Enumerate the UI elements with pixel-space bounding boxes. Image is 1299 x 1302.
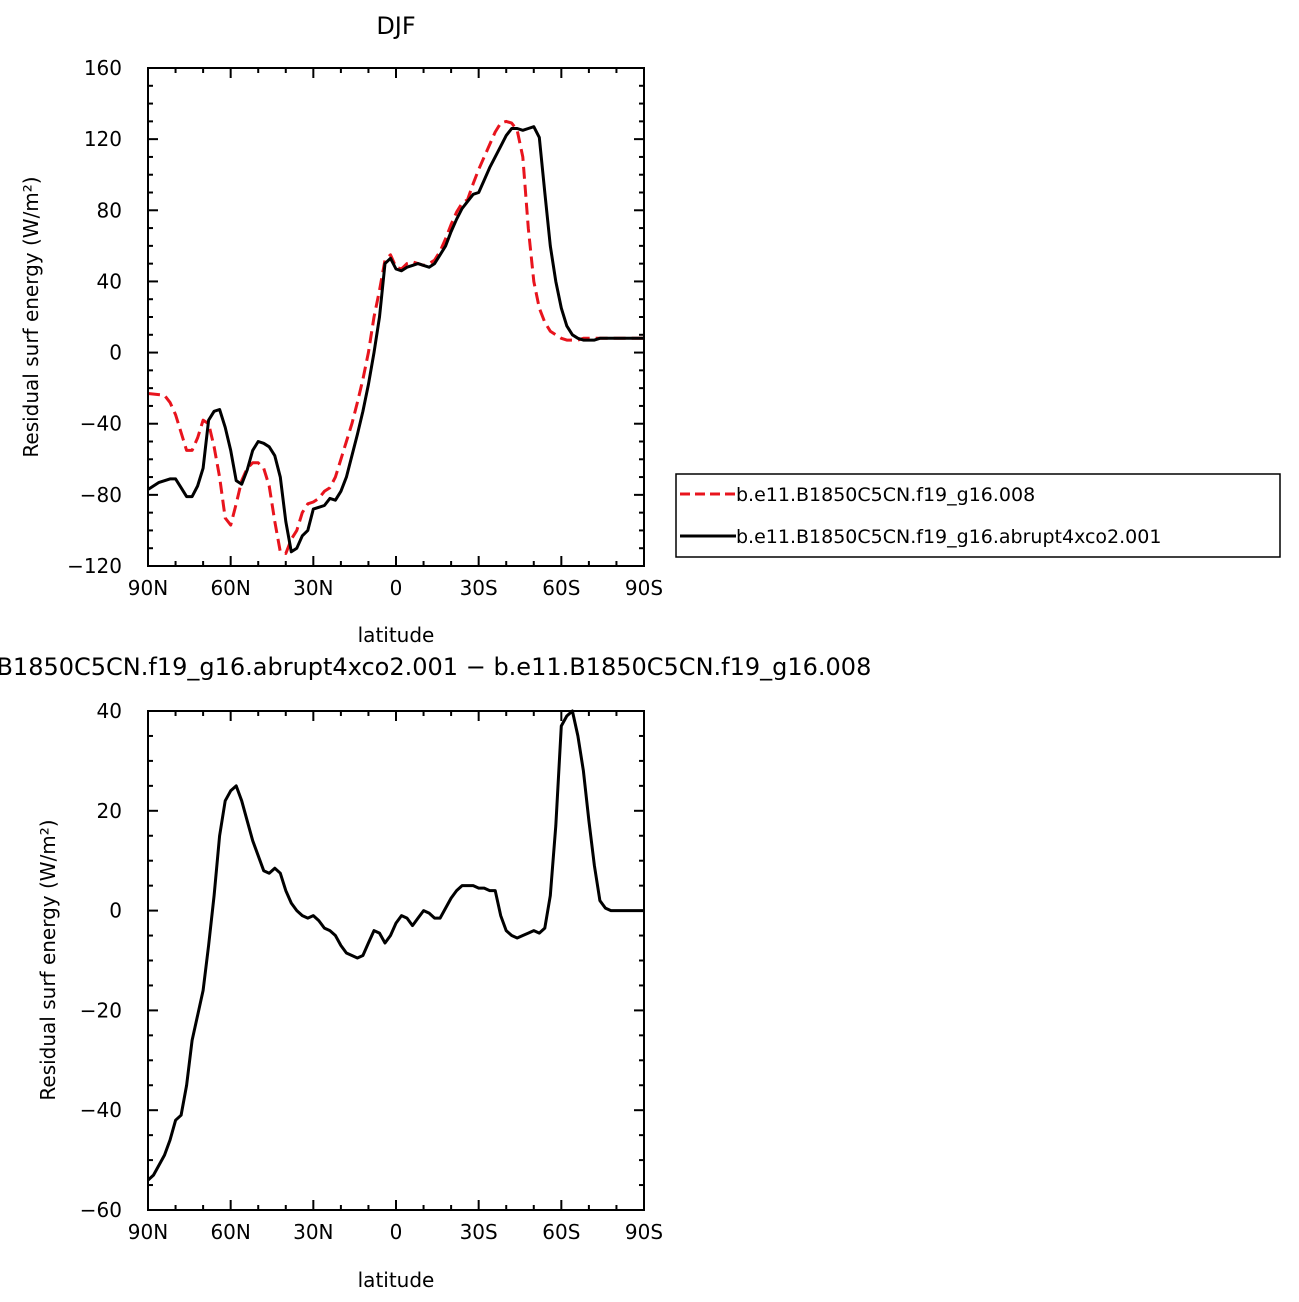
y-tick-label: −60 [80, 1198, 122, 1222]
y-tick-label: −40 [80, 1098, 122, 1122]
y-tick-label: 120 [84, 127, 122, 151]
y-axis-label: Residual surf energy (W/m²) [19, 176, 43, 457]
series-line-a [146, 709, 644, 1182]
legend-entry-control: b.e11.B1850C5CN.f19_g16.008 [736, 484, 1035, 506]
axes-layer: 90N 60N 30N 0 30S 60S 90S −120 −80 −40 0 40 80 120 160 [67, 56, 663, 600]
y-tick-label: −20 [80, 998, 122, 1022]
series-layer [147, 119, 644, 555]
x-tick-label: 0 [390, 576, 403, 600]
panel-difference: b.e11.B1850C5CN.f19_g16.abrupt4xco2.001 … [0, 653, 871, 1292]
y-tick-label: −40 [80, 412, 122, 436]
x-tick-label: 30S [460, 576, 498, 600]
x-tick-label: 60S [542, 576, 580, 600]
x-tick-label: 30S [460, 1220, 498, 1244]
y-tick-label: 0 [109, 341, 122, 365]
panel-title-djf: DJF [376, 12, 415, 40]
y-tick-label: 20 [97, 799, 122, 823]
y-axis-label: Residual surf energy (W/m²) [36, 819, 60, 1100]
panel-title-difference: b.e11.B1850C5CN.f19_g16.abrupt4xco2.001 … [0, 653, 871, 681]
y-tick-label: 40 [97, 269, 122, 293]
x-tick-label: 60N [210, 576, 250, 600]
plot-frame [147, 710, 645, 1211]
y-tick-label: −120 [67, 554, 122, 578]
y-tick-label: 40 [97, 699, 122, 723]
x-tick-label: 90S [625, 576, 663, 600]
x-axis-label: latitude [358, 1268, 435, 1292]
x-tick-label: 30N [293, 1220, 333, 1244]
x-tick-label: 90N [128, 1220, 168, 1244]
panel-djf: DJF 90N 60N 30N 0 30S 60S 90S −120 −80 −40 0 40 80 12… [19, 12, 663, 647]
y-tick-label: 0 [109, 899, 122, 923]
y-tick-label: 80 [97, 198, 122, 222]
series-line-a [147, 119, 644, 555]
legend-box [675, 473, 1281, 558]
x-tick-label: 90N [128, 576, 168, 600]
x-axis-label: latitude [358, 623, 435, 647]
y-tick-label: 160 [84, 56, 122, 80]
x-tick-label: 90S [625, 1220, 663, 1244]
legend-entry-abrupt4xco2: b.e11.B1850C5CN.f19_g16.abrupt4xco2.001 [736, 526, 1161, 548]
axes-layer: 90N 60N 30N 0 30S 60S 90S −60 −40 −20 0 20 40 [80, 699, 663, 1244]
series-layer [146, 709, 644, 1182]
x-tick-label: 60N [210, 1220, 250, 1244]
series-line-b [147, 125, 644, 554]
legend: b.e11.B1850C5CN.f19_g16.008 b.e11.B1850C… [675, 473, 1281, 558]
x-tick-label: 0 [390, 1220, 403, 1244]
y-tick-label: −80 [80, 483, 122, 507]
x-tick-label: 30N [293, 576, 333, 600]
x-tick-label: 60S [542, 1220, 580, 1244]
